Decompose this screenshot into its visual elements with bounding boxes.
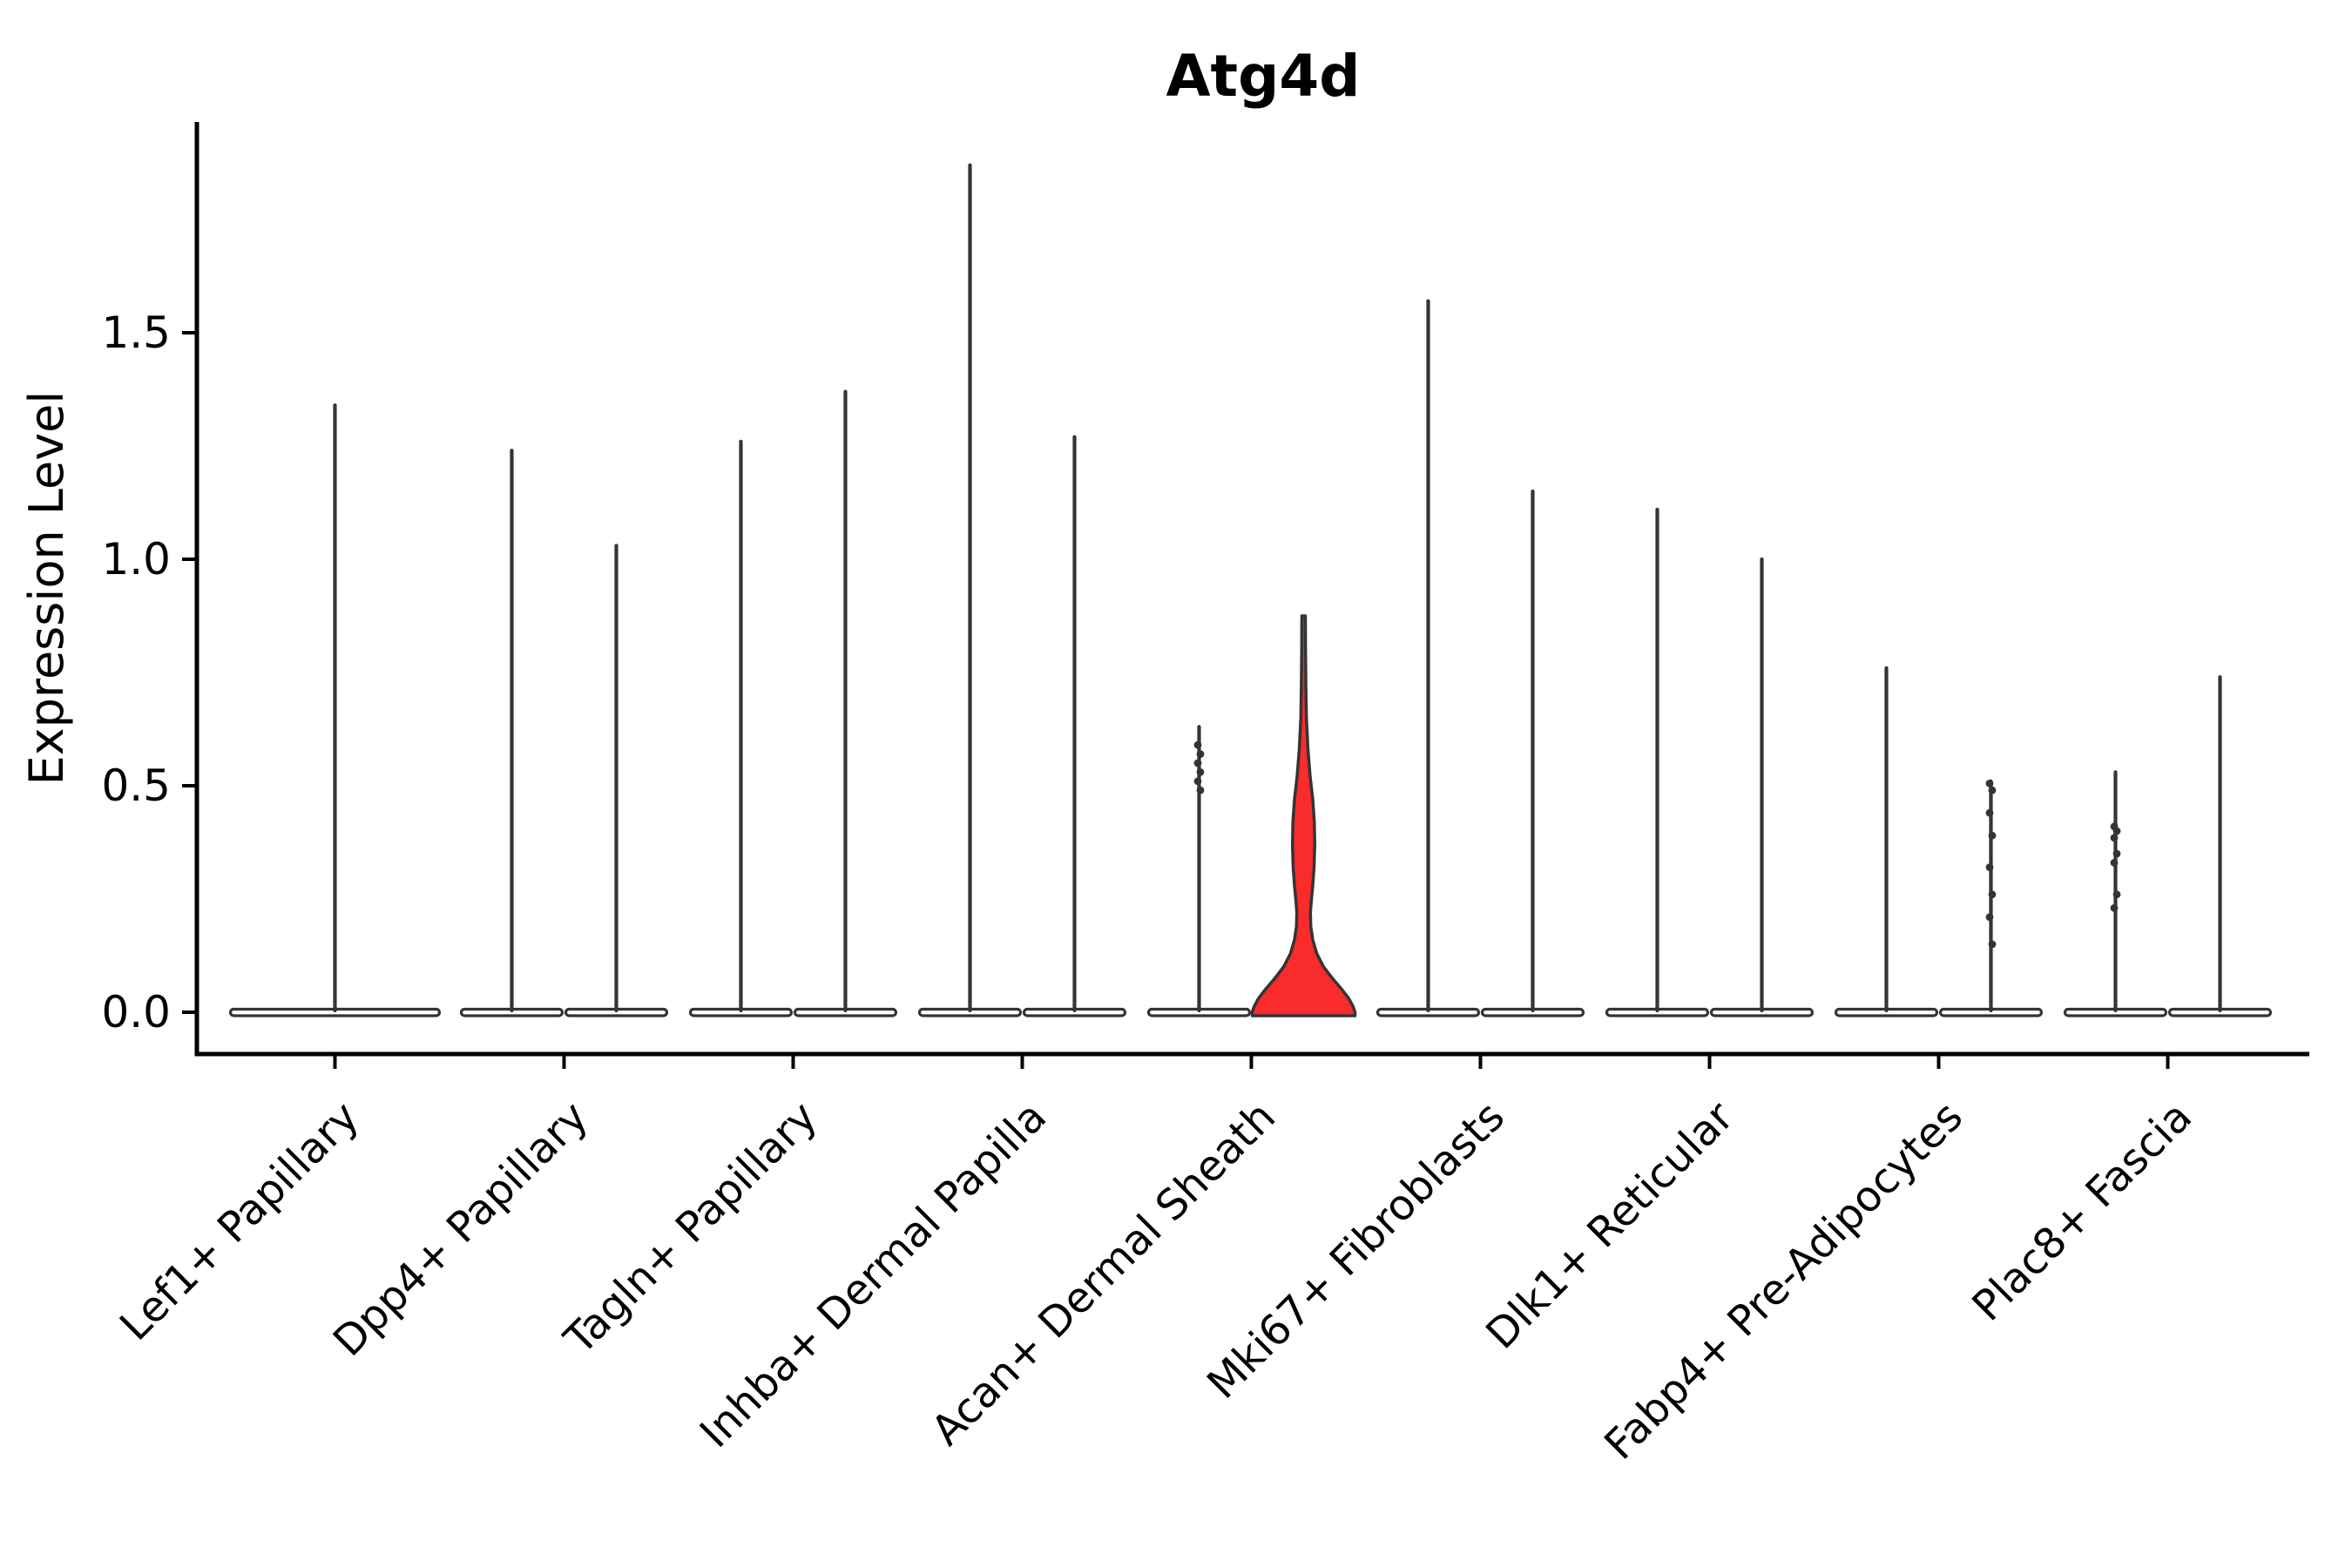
jitter-dot [1193,740,1202,749]
y-tick-label: 0.0 [101,987,171,1037]
jitter-dot [1985,863,1994,871]
jitter-dot [2112,827,2121,835]
violin [1022,435,1127,1017]
jitter-dot [1988,831,1997,840]
x-category-label: Dlk1+ Reticular [1477,1092,1743,1359]
jitter-dot [1193,759,1202,767]
jitter-dot [1196,750,1205,758]
x-category-label: Lef1+ Papillary [111,1092,368,1350]
jitter-dot [2110,904,2119,912]
violin [793,389,898,1017]
violin [459,449,564,1017]
y-tick-label: 1.0 [101,534,171,585]
x-category-label: Tagln+ Papillary [555,1092,827,1364]
jitter-dot [1988,786,1997,794]
violin [1480,489,1585,1017]
jitter-dot [1985,808,1994,817]
y-tick-label: 1.5 [101,308,171,358]
violin [1375,299,1481,1017]
violin [1709,557,1815,1017]
jitter-dot [2112,849,2121,858]
y-axis-ticks: 0.0 0.5 1.0 1.5 [101,308,197,1037]
violin-highlighted [1250,614,1357,1017]
violin [2063,770,2168,1017]
x-axis-ticks [333,1054,2170,1069]
x-category-label: Dpp4+ Papillary [324,1092,598,1366]
jitter-dot [1193,777,1202,786]
jitter-dot [2110,859,2119,867]
y-tick-label: 0.5 [101,760,171,811]
violin [1605,507,1710,1017]
violin [564,544,669,1017]
jitter-dot [1988,940,1997,949]
violin [2167,675,2273,1017]
jitter-dot [2112,890,2121,899]
jitter-dot [1985,780,1994,787]
jitter-dot [1196,768,1205,776]
jitter-dot [1985,913,1994,922]
violin [1834,666,1939,1017]
jitter-dot [1196,786,1205,794]
violin-body [1250,614,1357,1017]
violin [688,439,794,1017]
violin [1146,725,1252,1017]
jitter-dot [1988,890,1997,899]
violin [1938,779,2044,1017]
jitter-dot [2110,834,2119,842]
y-axis-label: Expression Level [19,391,74,786]
violin [917,163,1023,1017]
violins-group [228,163,2273,1017]
x-category-label: Plac8+ Fascia [1963,1092,2201,1331]
violin [228,403,442,1017]
chart-title: Atg4d [1166,43,1360,110]
